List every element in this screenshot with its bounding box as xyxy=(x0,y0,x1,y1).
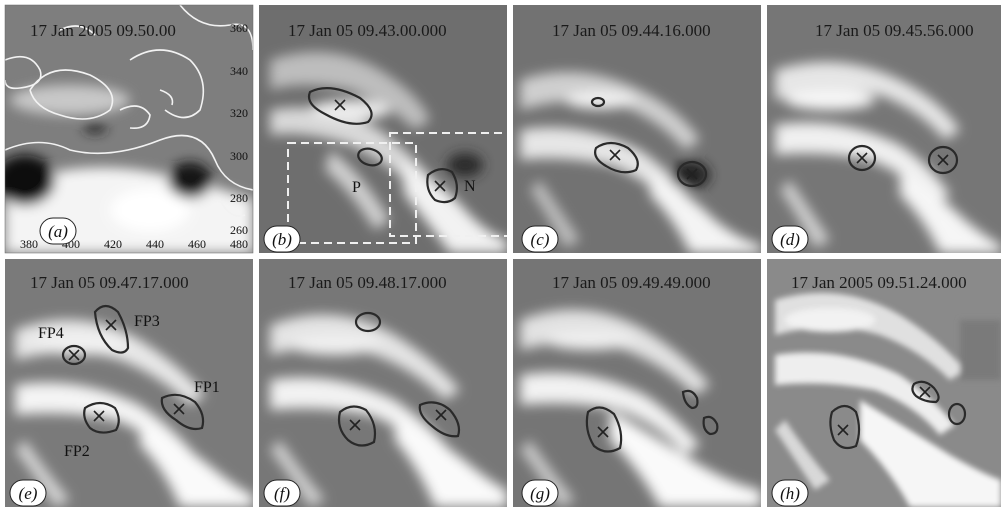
panel-a-x-axis: 380 400 420 440 460 480 xyxy=(20,237,248,251)
y-tick-label: 300 xyxy=(230,149,248,163)
panel-d-image xyxy=(767,5,1001,253)
svg-text:(h): (h) xyxy=(780,484,800,503)
panel-b-label: (b) xyxy=(263,225,301,253)
panel-b: P N 17 Jan 05 09.43.00.000 (b) xyxy=(259,5,507,253)
panel-f-title: 17 Jan 05 09.48.17.000 xyxy=(288,273,447,292)
panel-h-label: (h) xyxy=(771,479,809,507)
panel-a: 17 Jan 2005 09.50.00 380 400 420 440 460… xyxy=(4,4,254,254)
panel-d-title: 17 Jan 05 09.45.56.000 xyxy=(815,21,974,40)
panel-f-label: (f) xyxy=(263,479,301,507)
panel-h: 17 Jan 2005 09.51.24.000 (h) xyxy=(767,259,1001,507)
footpoint-fp3-label: FP3 xyxy=(134,313,160,330)
footpoint-fp4-label: FP4 xyxy=(38,325,64,342)
panel-g: 17 Jan 05 09.49.49.000 (g) xyxy=(513,259,761,507)
y-tick-label: 340 xyxy=(230,64,248,78)
panel-b-image: P N xyxy=(259,5,507,253)
y-tick-label: 320 xyxy=(230,106,248,120)
polarity-p-label: P xyxy=(352,179,361,196)
panel-e-image: FP4 FP3 FP1 FP2 xyxy=(5,259,253,507)
panel-g-contours xyxy=(585,389,719,453)
panel-e-contours xyxy=(61,304,205,434)
region-box-n xyxy=(389,132,507,237)
panel-b-title: 17 Jan 05 09.43.00.000 xyxy=(288,21,447,40)
polarity-n-label: N xyxy=(464,178,476,195)
x-tick-label: 440 xyxy=(146,237,164,251)
x-tick-label: 420 xyxy=(104,237,122,251)
x-tick-label: 380 xyxy=(20,237,38,251)
panel-g-label: (g) xyxy=(521,479,559,507)
panel-e: FP4 FP3 FP1 FP2 17 Jan 05 09.47.17.000 (… xyxy=(5,259,253,507)
y-tick-label: 360 xyxy=(230,21,248,35)
svg-text:(b): (b) xyxy=(272,230,292,249)
y-tick-label: 260 xyxy=(230,223,248,237)
panel-d-label: (d) xyxy=(771,225,809,253)
panel-c: 17 Jan 05 09.44.16.000 (c) xyxy=(513,5,761,253)
panel-h-contours xyxy=(829,380,967,450)
panel-g-title: 17 Jan 05 09.49.49.000 xyxy=(552,273,711,292)
footpoint-fp2-label: FP2 xyxy=(64,443,90,460)
panel-a-y-axis: 360 340 320 300 280 260 xyxy=(230,21,248,237)
panel-f-contours xyxy=(337,311,461,447)
panel-a-image xyxy=(5,5,253,253)
panel-f: 17 Jan 05 09.48.17.000 (f) xyxy=(259,259,507,507)
panel-c-title: 17 Jan 05 09.44.16.000 xyxy=(552,21,711,40)
x-tick-label: 460 xyxy=(188,237,206,251)
panel-a-title: 17 Jan 2005 09.50.00 xyxy=(30,21,176,40)
footpoint-fp1-label: FP1 xyxy=(194,379,220,396)
panel-g-image xyxy=(513,259,761,507)
panel-h-title: 17 Jan 2005 09.51.24.000 xyxy=(791,273,967,292)
panel-d-contours xyxy=(847,144,959,175)
svg-text:(c): (c) xyxy=(531,230,550,249)
panel-c-label: (c) xyxy=(521,225,559,253)
y-tick-label: 280 xyxy=(230,191,248,205)
panel-a-contours xyxy=(5,5,253,217)
svg-text:(g): (g) xyxy=(530,484,550,503)
panel-b-contours xyxy=(307,87,459,204)
svg-text:(f): (f) xyxy=(274,484,290,503)
panel-f-image xyxy=(259,259,507,507)
panel-d: 17 Jan 05 09.45.56.000 (d) xyxy=(767,5,1001,253)
panel-h-image xyxy=(767,259,1001,507)
panel-e-label: (e) xyxy=(9,479,47,507)
svg-text:(a): (a) xyxy=(48,222,68,241)
panel-a-label: (a) xyxy=(39,217,77,245)
svg-text:(d): (d) xyxy=(780,230,800,249)
x-tick-label: 480 xyxy=(230,237,248,251)
region-box-p xyxy=(287,142,417,244)
svg-text:(e): (e) xyxy=(19,484,38,503)
panel-e-title: 17 Jan 05 09.47.17.000 xyxy=(30,273,189,292)
panel-c-contours xyxy=(590,96,708,188)
panel-c-image xyxy=(513,5,761,253)
